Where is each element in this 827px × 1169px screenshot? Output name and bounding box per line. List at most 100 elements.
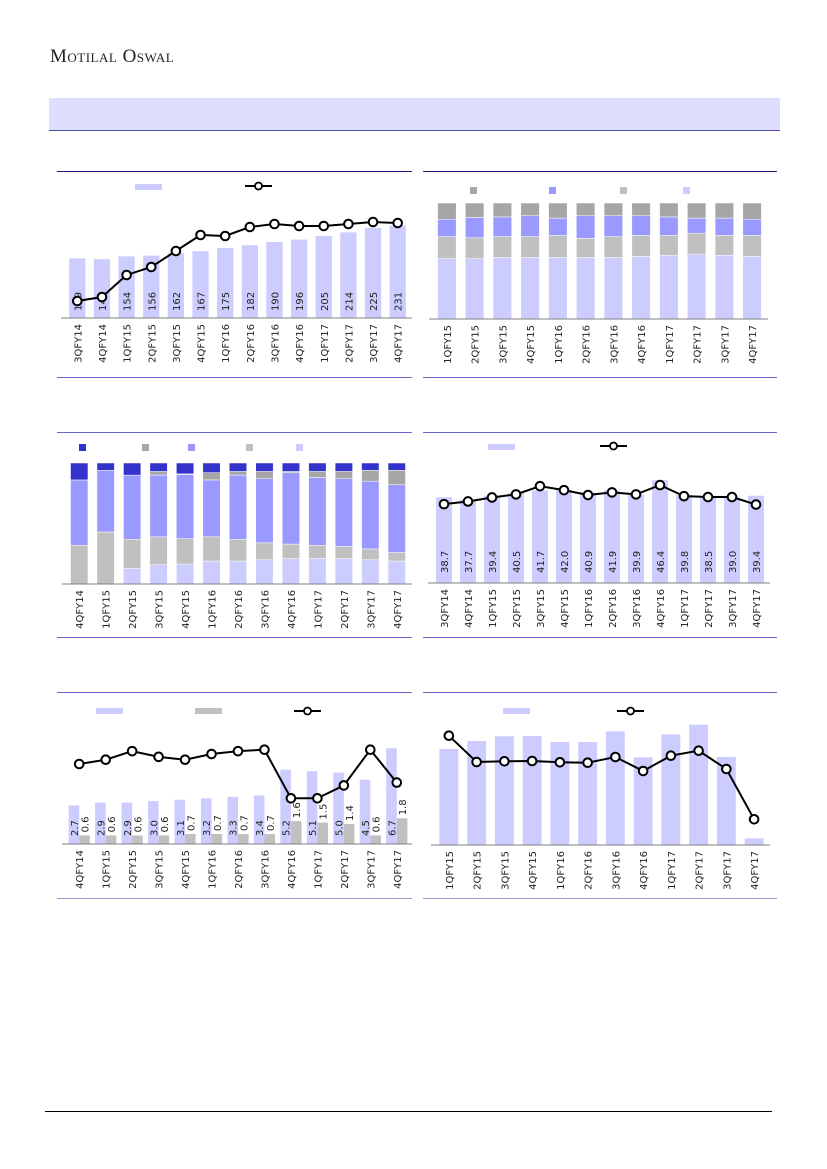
bar-value-label: 167 bbox=[197, 292, 208, 311]
x-tick-label: 1QFY16 bbox=[221, 324, 232, 363]
stacked-bar-segment bbox=[714, 254, 734, 320]
bar bbox=[633, 757, 653, 845]
bar bbox=[148, 801, 159, 844]
stacked-bar-segment bbox=[742, 256, 762, 320]
bar bbox=[652, 480, 668, 583]
bar bbox=[167, 253, 185, 318]
stacked-bar-segment bbox=[149, 564, 168, 585]
line-marker bbox=[153, 751, 164, 763]
bar bbox=[556, 489, 572, 583]
bar bbox=[290, 239, 308, 318]
x-tick-label: 2QFY15 bbox=[473, 851, 484, 890]
legend-swatch bbox=[142, 444, 149, 451]
footer-rule bbox=[45, 1111, 772, 1112]
x-tick-label: 4QFY17 bbox=[394, 324, 405, 363]
bar bbox=[580, 492, 596, 583]
x-tick-label: 2QFY16 bbox=[584, 851, 595, 890]
stacked-bar-segment bbox=[520, 202, 540, 217]
line-marker bbox=[318, 220, 330, 232]
x-tick-label: 4QFY16 bbox=[287, 590, 298, 629]
line-marker bbox=[726, 491, 738, 503]
stacked-bar-segment bbox=[387, 484, 406, 553]
stacked-bar-segment bbox=[334, 462, 353, 472]
chart-top-rule bbox=[423, 432, 777, 433]
company-logo: Motilal Oswal bbox=[50, 46, 175, 67]
bar-secondary-value-label: 0.7 bbox=[186, 815, 197, 831]
line-marker bbox=[678, 490, 690, 502]
stacked-bar-segment bbox=[123, 538, 142, 569]
stacked-bar-segment bbox=[202, 536, 221, 562]
bar-value-label: 2.7 bbox=[70, 820, 81, 836]
bar bbox=[93, 259, 111, 318]
line-marker bbox=[526, 755, 538, 767]
x-tick-label: 1QFY15 bbox=[445, 851, 456, 890]
x-tick-label: 4QFY15 bbox=[197, 324, 208, 363]
bar bbox=[386, 748, 397, 844]
stacked-bar-segment bbox=[255, 462, 274, 472]
stacked-bar-segment bbox=[255, 471, 274, 479]
x-tick-label: 2QFY15 bbox=[147, 324, 158, 363]
x-tick-label: 2QFY16 bbox=[608, 589, 619, 628]
line-marker bbox=[721, 763, 732, 775]
stacked-bar-segment bbox=[520, 257, 540, 320]
x-tick-label: 1QFY15 bbox=[488, 589, 499, 628]
x-tick-label: 4QFY17 bbox=[748, 325, 759, 364]
line-marker bbox=[748, 814, 760, 825]
bar bbox=[333, 772, 344, 844]
stacked-bar-segment bbox=[687, 217, 707, 234]
bar-value-label: 5.2 bbox=[282, 820, 293, 836]
bar-value-label: 214 bbox=[344, 292, 355, 311]
x-tick-label: 3QFY15 bbox=[155, 850, 166, 889]
bar-value-label: 2.9 bbox=[96, 820, 107, 836]
stacked-bar-segment bbox=[123, 462, 142, 476]
x-tick-label: 4QFY14 bbox=[75, 590, 86, 629]
stacked-bar-segment bbox=[149, 536, 168, 565]
bar-value-label: 162 bbox=[172, 292, 183, 311]
x-tick-label: 2QFY16 bbox=[246, 324, 257, 363]
line-marker bbox=[96, 291, 108, 303]
bar bbox=[192, 251, 209, 318]
bar-secondary-value-label: 0.6 bbox=[133, 817, 144, 833]
bar bbox=[200, 798, 212, 844]
stacked-bar-segment bbox=[229, 538, 247, 562]
stacked-bar-segment bbox=[387, 560, 406, 585]
x-tick-label: 4QFY16 bbox=[295, 324, 306, 363]
x-tick-label: 3QFY15 bbox=[172, 324, 183, 363]
line-marker bbox=[486, 492, 498, 503]
stacked-bar-segment bbox=[548, 202, 568, 219]
x-tick-label: 2QFY17 bbox=[704, 589, 715, 628]
bar bbox=[578, 742, 598, 845]
bar-secondary bbox=[317, 822, 328, 844]
bar bbox=[143, 255, 160, 318]
bar bbox=[121, 802, 133, 844]
x-tick-label: 4QFY15 bbox=[181, 850, 192, 889]
bar-secondary bbox=[290, 821, 302, 844]
stacked-bar-segment bbox=[281, 462, 300, 472]
stacked-bar-segment bbox=[334, 471, 353, 479]
bar-value-label: 154 bbox=[123, 292, 134, 311]
legend-swatch bbox=[470, 187, 477, 194]
bar-value-label: 156 bbox=[147, 292, 158, 311]
line-marker bbox=[269, 218, 280, 230]
x-tick-label: 4QFY14 bbox=[98, 324, 109, 363]
stacked-bar-segment bbox=[576, 257, 596, 320]
bar bbox=[605, 731, 625, 845]
line-marker bbox=[100, 754, 111, 766]
x-tick-label: 1QFY15 bbox=[102, 850, 113, 889]
bar-value-label: 38.5 bbox=[704, 551, 715, 573]
stacked-bar-segment bbox=[229, 474, 247, 540]
line-marker bbox=[195, 229, 206, 241]
bar-value-label: 38.7 bbox=[440, 551, 451, 573]
x-tick-label: 3QFY15 bbox=[155, 590, 166, 629]
stacked-bar-segment bbox=[631, 256, 651, 320]
bar bbox=[315, 236, 332, 318]
stacked-bar-segment bbox=[229, 471, 247, 476]
x-tick-label: 4QFY14 bbox=[75, 850, 86, 889]
x-tick-label: 4QFY16 bbox=[639, 851, 650, 890]
stacked-bar-segment bbox=[437, 258, 457, 320]
line-marker bbox=[343, 218, 354, 230]
stacked-bar-segment bbox=[96, 470, 115, 533]
bar-value-label: 175 bbox=[221, 292, 232, 311]
stacked-bar-segment bbox=[123, 568, 142, 585]
bar-value-label: 3.2 bbox=[202, 820, 213, 836]
